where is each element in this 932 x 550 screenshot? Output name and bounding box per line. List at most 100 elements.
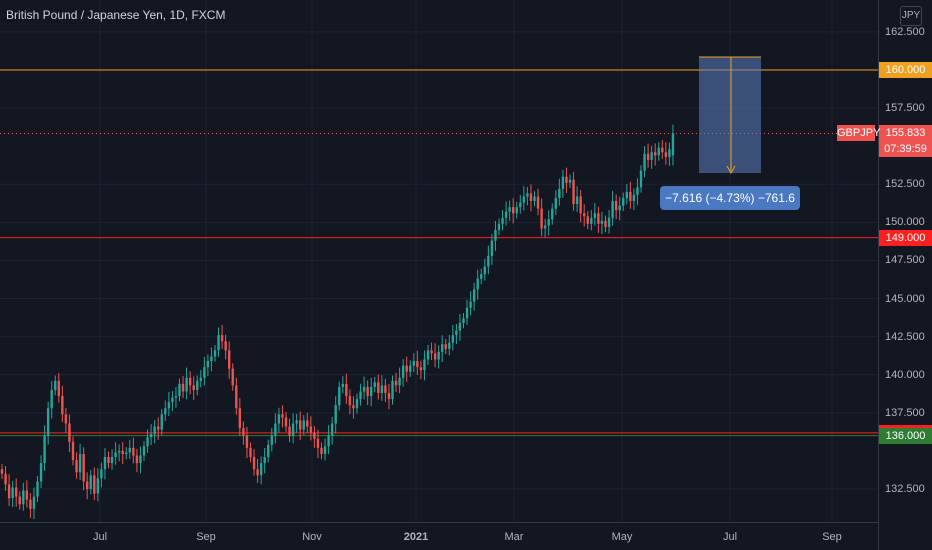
- candle-body: [274, 423, 277, 436]
- candle-body: [345, 383, 348, 397]
- candle-body: [313, 432, 316, 439]
- candle-body: [231, 368, 234, 386]
- candle-body: [149, 434, 153, 438]
- candle-body: [89, 475, 92, 489]
- candle-body: [455, 330, 458, 336]
- candle-body: [448, 342, 451, 349]
- candle-body: [46, 408, 50, 436]
- candle-body: [650, 152, 653, 160]
- candle-body: [71, 441, 75, 461]
- candle-body: [36, 481, 39, 497]
- candle-body: [146, 437, 149, 447]
- candle-body: [54, 380, 57, 390]
- candle-body: [334, 405, 337, 424]
- candle-body: [405, 365, 408, 372]
- candle-body: [458, 322, 462, 331]
- currency-badge[interactable]: JPY: [900, 6, 922, 26]
- candle-body: [256, 469, 259, 476]
- candle-body: [327, 435, 330, 447]
- candle-body: [217, 335, 220, 351]
- candle-body: [107, 457, 110, 464]
- candle-body: [39, 463, 43, 482]
- candle-body: [281, 414, 284, 418]
- price-tick-label: 137.500: [885, 406, 925, 419]
- measure-arrow-head: [726, 165, 736, 175]
- candle-body: [295, 420, 298, 424]
- candle-body: [323, 446, 327, 454]
- candle-body: [622, 197, 625, 206]
- candle-body: [121, 450, 124, 454]
- candle-body: [441, 344, 444, 352]
- candle-body: [487, 255, 490, 267]
- candle-body: [309, 426, 313, 433]
- candle-body: [430, 350, 433, 354]
- candle-body: [501, 217, 504, 224]
- candle-body: [664, 152, 668, 157]
- candle-body: [480, 274, 483, 279]
- bar-countdown-label: 07:39:59: [879, 141, 932, 158]
- candle-body: [632, 194, 636, 202]
- candle-body: [11, 487, 14, 499]
- candle-body: [86, 481, 89, 489]
- price-tick-label: 162.500: [885, 25, 925, 38]
- candle-body: [61, 396, 64, 415]
- time-tick-label: Sep: [196, 531, 216, 543]
- candle-body: [600, 220, 604, 224]
- candle-body: [373, 382, 376, 387]
- candle-body: [568, 179, 572, 183]
- candle-body: [636, 187, 639, 195]
- time-tick-label: Mar: [504, 531, 524, 543]
- candle-body: [426, 350, 430, 360]
- candle-body: [433, 353, 437, 360]
- candle-body: [579, 196, 582, 214]
- candle-body: [235, 385, 238, 409]
- candle-body: [380, 385, 384, 394]
- horizontal-line-price-label: 160.000: [879, 62, 932, 78]
- time-axis[interactable]: Jul Sep Nov 2021 Mar May Jul Sep: [0, 522, 878, 550]
- candle-body: [370, 386, 373, 397]
- candle-body: [607, 217, 611, 227]
- candle-body: [245, 435, 249, 448]
- candle-body: [210, 356, 213, 362]
- candle-body: [228, 350, 231, 369]
- candle-body: [512, 207, 515, 214]
- chart-pane[interactable]: British Pound / Japanese Yen, 1D, FXCM −…: [0, 0, 878, 522]
- candle-body: [401, 365, 405, 378]
- candle-body: [164, 408, 167, 415]
- candle-body: [103, 457, 107, 470]
- candle-body: [565, 176, 568, 183]
- candle-body: [270, 435, 273, 445]
- candle-body: [472, 289, 476, 302]
- candle-body: [508, 207, 511, 212]
- price-axis[interactable]: JPY 162.500 157.500 152.500 150.000 147.500 1…: [878, 0, 932, 550]
- candle-body: [114, 452, 117, 458]
- candle-body: [125, 452, 128, 454]
- candle-body: [192, 385, 195, 390]
- price-tick-label: 157.500: [885, 102, 925, 115]
- candle-body: [462, 318, 465, 323]
- time-tick-label: Nov: [302, 531, 322, 543]
- candle-body: [157, 426, 160, 430]
- candle-body: [153, 426, 156, 435]
- time-tick-label: May: [611, 531, 633, 543]
- candle-body: [451, 335, 455, 343]
- measure-result-label: −7.616 (−4.73%) −761.6: [660, 186, 800, 210]
- candle-body: [377, 382, 380, 394]
- candle-body: [444, 344, 447, 349]
- candle-body: [625, 191, 628, 198]
- candle-body: [536, 196, 540, 209]
- candle-body: [57, 380, 60, 397]
- candle-body: [469, 301, 472, 308]
- candle-body: [391, 380, 394, 400]
- candle-body: [668, 149, 671, 157]
- candle-body: [316, 438, 320, 448]
- time-tick-label: Jul: [92, 531, 108, 543]
- price-tick-label: 140.000: [885, 368, 925, 381]
- candle-body: [330, 423, 334, 436]
- candle-body: [291, 423, 295, 436]
- price-tick-label: 132.500: [885, 483, 925, 495]
- candle-body: [43, 435, 46, 464]
- candle-body: [465, 307, 469, 319]
- price-chart[interactable]: [0, 0, 878, 522]
- candle-body: [494, 229, 497, 241]
